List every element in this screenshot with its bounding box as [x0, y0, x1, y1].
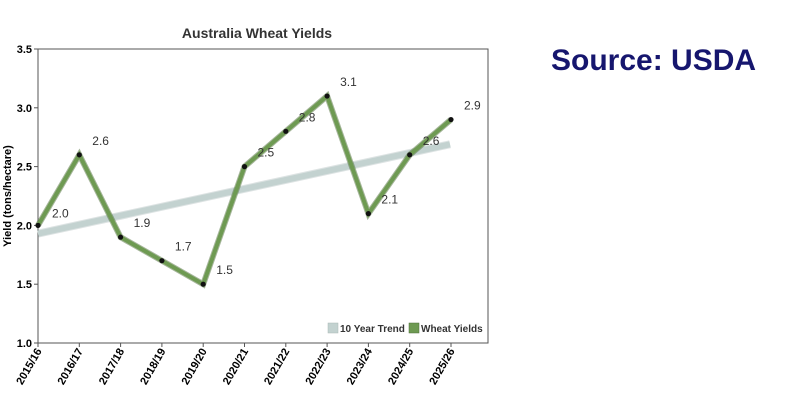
- data-label: 2.0: [52, 206, 69, 220]
- data-point: [118, 234, 124, 240]
- data-point: [448, 116, 454, 123]
- data-label: 2.6: [423, 134, 440, 148]
- legend-label-wheat: Wheat Yields: [421, 324, 483, 335]
- data-point: [76, 152, 82, 158]
- y-tick-label: 1.5: [17, 279, 32, 291]
- y-tick-label: 2.5: [17, 162, 32, 174]
- trend-line: [37, 141, 451, 237]
- y-tick-label: 3.5: [17, 44, 32, 56]
- data-label: 2.6: [92, 134, 109, 148]
- trend-layer: [37, 140, 451, 238]
- x-tick-label: 2017/18: [97, 347, 127, 387]
- data-point: [324, 93, 330, 99]
- plot-frame: [37, 48, 489, 344]
- data-point: [159, 258, 165, 264]
- data-label: 1.5: [216, 263, 233, 277]
- data-point: [365, 211, 371, 217]
- y-axis-label: Yield (tons/hectare): [2, 145, 14, 247]
- x-tick-label: 2024/25: [386, 347, 416, 387]
- data-point: [200, 281, 206, 287]
- data-label: 2.5: [258, 146, 275, 160]
- legend-swatch-trend: [327, 322, 339, 334]
- x-tick-label: 2015/16: [14, 347, 44, 387]
- legend: 10 Year Trend Wheat Yields: [327, 322, 483, 335]
- x-axis-ticks: 2015/16 2016/17 2017/18 2018/19 2019/20 2020/…: [14, 343, 458, 387]
- legend-label-trend: 10 Year Trend: [340, 324, 405, 335]
- x-tick-label: 2020/21: [221, 347, 251, 387]
- y-tick-label: 3.0: [17, 103, 32, 115]
- data-label: 1.7: [175, 240, 192, 254]
- data-point: [283, 128, 289, 134]
- data-label: 2.8: [299, 110, 316, 124]
- x-tick-label: 2022/23: [303, 347, 333, 387]
- x-tick-label: 2025/26: [427, 347, 457, 387]
- y-tick-label: 2.0: [17, 220, 32, 232]
- data-point: [407, 152, 413, 158]
- y-tick-label: 1.0: [17, 338, 32, 350]
- legend-swatch-wheat: [408, 322, 420, 334]
- data-point: [241, 164, 248, 170]
- data-label: 1.9: [134, 216, 151, 230]
- x-tick-label: 2019/20: [180, 347, 210, 387]
- chart-title: Australia Wheat Yields: [182, 25, 332, 41]
- data-point: [35, 222, 41, 228]
- data-label: 2.9: [464, 99, 481, 113]
- x-tick-label: 2023/24: [345, 346, 376, 387]
- data-label: 2.1: [381, 193, 398, 207]
- y-axis-ticks: 1.0 1.5 2.0 2.5 3.0 3.5: [17, 44, 38, 350]
- data-label: 3.1: [340, 75, 357, 89]
- x-tick-label: 2021/22: [262, 347, 292, 387]
- source-label: Source: USDA: [551, 44, 757, 77]
- x-tick-label: 2016/17: [56, 347, 86, 387]
- series-layer: 2.0 2.6 1.9 1.7 1.5 2.5 2.8 3.1 2.1 2.6 2.9: [35, 75, 481, 289]
- x-tick-label: 2018/19: [138, 347, 168, 387]
